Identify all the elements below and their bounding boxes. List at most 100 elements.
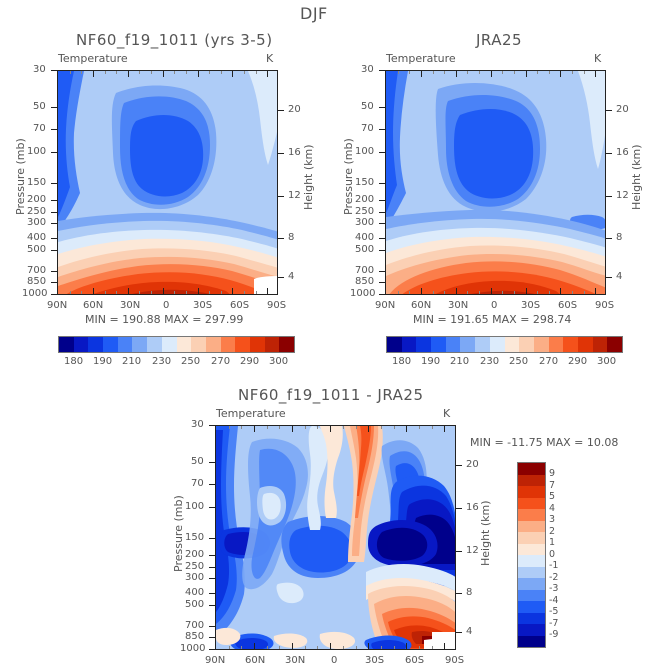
vbar-cell xyxy=(518,474,545,486)
axis-tick xyxy=(421,71,423,77)
vbar-cell xyxy=(518,543,545,555)
axis-tick xyxy=(526,288,528,294)
cbar-cell xyxy=(205,337,221,352)
panel-reanalysis-title: JRA25 xyxy=(476,31,523,49)
cbar-cell xyxy=(577,337,593,352)
axis-tick xyxy=(128,288,130,294)
axis-tick xyxy=(343,646,345,649)
axis-tick xyxy=(209,291,211,294)
axis-tick xyxy=(198,288,200,294)
axis-tick xyxy=(514,71,516,74)
axis-tick xyxy=(514,291,516,294)
panel-reanalysis-colorbar[interactable] xyxy=(386,336,623,353)
axis-tick xyxy=(595,288,597,294)
axis-tick xyxy=(279,426,281,429)
axis-tick xyxy=(163,288,165,294)
panel-difference-title: NF60_f19_1011 - JRA25 xyxy=(238,386,424,404)
vbar-cell xyxy=(518,612,545,624)
axis-tick xyxy=(406,426,408,432)
axis-tick xyxy=(479,291,481,294)
axis-tick xyxy=(267,71,269,77)
cbar-cell xyxy=(401,337,417,352)
axis-tick xyxy=(444,426,446,432)
axis-tick xyxy=(81,71,83,74)
axis-tick xyxy=(229,646,231,649)
axis-tick xyxy=(139,71,141,74)
axis-tick xyxy=(116,71,118,74)
cbar-cell xyxy=(489,337,505,352)
axis-tick xyxy=(444,643,446,649)
panel-difference-var-label: Temperature xyxy=(216,407,286,420)
axis-tick xyxy=(537,71,539,74)
vbar-cell xyxy=(518,589,545,601)
cbar-cell xyxy=(235,337,250,352)
vbar-cell xyxy=(518,520,545,532)
axis-tick xyxy=(244,291,246,294)
vbar-cell xyxy=(518,532,545,544)
figure-super-title: DJF xyxy=(300,4,328,23)
panel-reanalysis-plot[interactable] xyxy=(385,70,606,295)
cbar-cell xyxy=(504,337,520,352)
panel-reanalysis-left-axis-title: Pressure (mb) xyxy=(342,138,355,215)
axis-tick xyxy=(93,71,95,77)
axis-tick xyxy=(572,71,574,74)
panel-difference-unit-label: K xyxy=(443,407,451,420)
vbar-cell xyxy=(518,566,545,578)
cbar-cell xyxy=(475,337,490,352)
cbar-cell xyxy=(563,337,578,352)
cbar-cell xyxy=(279,337,294,352)
axis-tick xyxy=(186,71,188,74)
vbar-cell xyxy=(518,635,545,647)
vbar-cell xyxy=(518,624,545,636)
axis-tick xyxy=(421,288,423,294)
panel-difference-contours xyxy=(216,426,455,649)
panel-difference-left-axis-title: Pressure (mb) xyxy=(172,495,185,572)
axis-tick xyxy=(444,291,446,294)
cbar-cell xyxy=(161,337,177,352)
vbar-cell xyxy=(518,578,545,590)
axis-tick xyxy=(595,71,597,77)
axis-tick xyxy=(256,71,258,74)
axis-tick xyxy=(394,646,396,649)
axis-tick xyxy=(572,291,574,294)
cbar-cell xyxy=(431,337,446,352)
axis-tick xyxy=(356,426,358,429)
panel-difference-colorbar[interactable] xyxy=(517,462,546,648)
cbar-cell xyxy=(103,337,118,352)
axis-tick xyxy=(537,291,539,294)
axis-tick xyxy=(502,71,504,74)
axis-tick xyxy=(209,71,211,74)
axis-tick xyxy=(279,646,281,649)
axis-tick xyxy=(267,288,269,294)
axis-tick xyxy=(502,291,504,294)
cbar-cell xyxy=(73,337,89,352)
axis-tick xyxy=(409,71,411,74)
axis-tick xyxy=(549,71,551,74)
vbar-cell xyxy=(518,497,545,509)
axis-tick xyxy=(432,646,434,649)
axis-tick xyxy=(105,291,107,294)
panel-model-unit-label: K xyxy=(266,52,274,65)
vbar-cell xyxy=(518,601,545,613)
axis-tick xyxy=(584,291,586,294)
axis-tick xyxy=(151,291,153,294)
axis-tick xyxy=(433,291,435,294)
axis-tick xyxy=(398,291,400,294)
axis-tick xyxy=(491,288,493,294)
axis-tick xyxy=(560,288,562,294)
panel-model-left-axis-title: Pressure (mb) xyxy=(14,138,27,215)
panel-model-contours xyxy=(58,71,277,294)
axis-tick xyxy=(81,291,83,294)
axis-tick xyxy=(254,426,256,432)
axis-tick xyxy=(456,71,458,77)
axis-tick xyxy=(305,426,307,429)
axis-tick xyxy=(198,71,200,77)
panel-model-plot[interactable] xyxy=(57,70,278,295)
axis-tick xyxy=(128,71,130,77)
axis-tick xyxy=(467,71,469,74)
vbar-cell xyxy=(518,509,545,521)
panel-difference-plot[interactable] xyxy=(215,425,456,650)
panel-model-colorbar[interactable] xyxy=(58,336,295,353)
axis-tick xyxy=(305,646,307,649)
vbar-cell xyxy=(518,486,545,498)
